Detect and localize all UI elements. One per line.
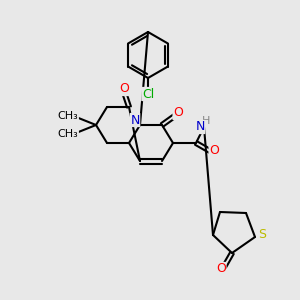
Text: O: O bbox=[209, 145, 219, 158]
Text: N: N bbox=[195, 121, 205, 134]
Text: N: N bbox=[130, 113, 140, 127]
Text: CH₃: CH₃ bbox=[58, 111, 78, 121]
Text: O: O bbox=[119, 82, 129, 95]
Text: CH₃: CH₃ bbox=[58, 129, 78, 139]
Text: H: H bbox=[202, 116, 210, 126]
Text: O: O bbox=[173, 106, 183, 119]
Text: Cl: Cl bbox=[142, 88, 154, 100]
Text: S: S bbox=[258, 229, 266, 242]
Text: O: O bbox=[216, 262, 226, 275]
